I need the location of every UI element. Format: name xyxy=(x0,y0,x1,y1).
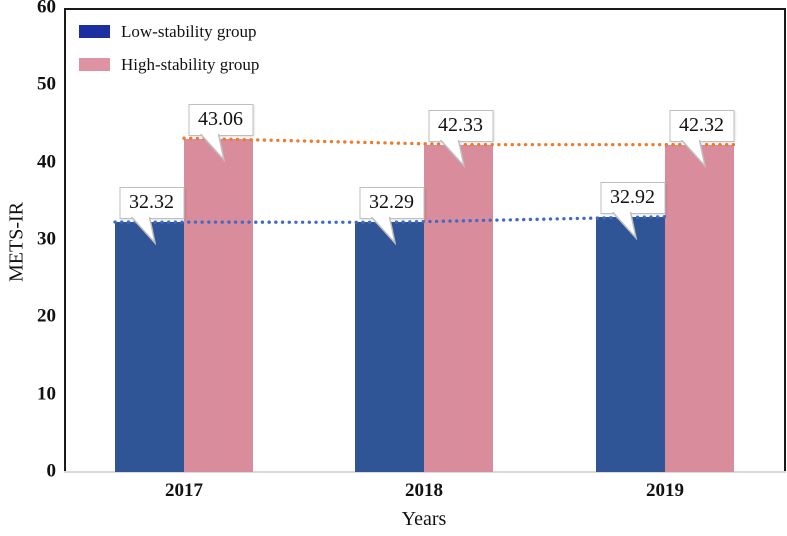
x-tick-label-2017: 2017 xyxy=(165,480,203,501)
data-label-2017-high-stability: 43.06 xyxy=(188,104,253,136)
y-tick-label-10: 10 xyxy=(37,383,56,405)
legend-label-high-stability: High-stability group xyxy=(121,55,260,74)
legend-swatch-low-stability xyxy=(79,25,110,38)
y-tick-label-60: 60 xyxy=(37,0,56,18)
y-tick-label-0: 0 xyxy=(46,460,57,482)
data-label-2019-low-stability: 32.92 xyxy=(600,182,665,215)
legend-item-high-stability: High-stability group xyxy=(79,56,259,73)
legend-item-low-stability: Low-stability group xyxy=(79,23,259,40)
data-label-2017-low-stability: 32.32 xyxy=(119,187,184,220)
y-axis-title: METS-IR xyxy=(5,202,28,282)
bar-2017-high-stability xyxy=(184,139,253,472)
y-tick-label-30: 30 xyxy=(37,228,56,250)
data-label-2018-high-stability: 42.33 xyxy=(428,109,493,142)
bar-2018-high-stability xyxy=(424,144,493,472)
bar-2018-low-stability xyxy=(355,222,424,472)
x-tick-label-2018: 2018 xyxy=(405,480,443,501)
y-tick-label-40: 40 xyxy=(37,151,56,173)
data-label-2018-low-stability: 32.29 xyxy=(359,187,424,220)
legend-label-low-stability: Low-stability group xyxy=(121,22,257,41)
legend-swatch-high-stability xyxy=(79,58,110,71)
x-tick-label-2019: 2019 xyxy=(646,480,684,501)
x-axis-title: Years xyxy=(401,508,447,530)
y-tick-label-20: 20 xyxy=(37,305,56,327)
bar-2017-low-stability xyxy=(115,222,184,472)
bar-2019-high-stability xyxy=(665,144,734,472)
data-label-2019-high-stability: 42.32 xyxy=(669,109,734,142)
legend: Low-stability group High-stability group xyxy=(79,23,259,89)
bar-2019-low-stability xyxy=(596,217,665,472)
x-axis-line xyxy=(64,471,786,473)
y-tick-label-50: 50 xyxy=(37,73,56,95)
